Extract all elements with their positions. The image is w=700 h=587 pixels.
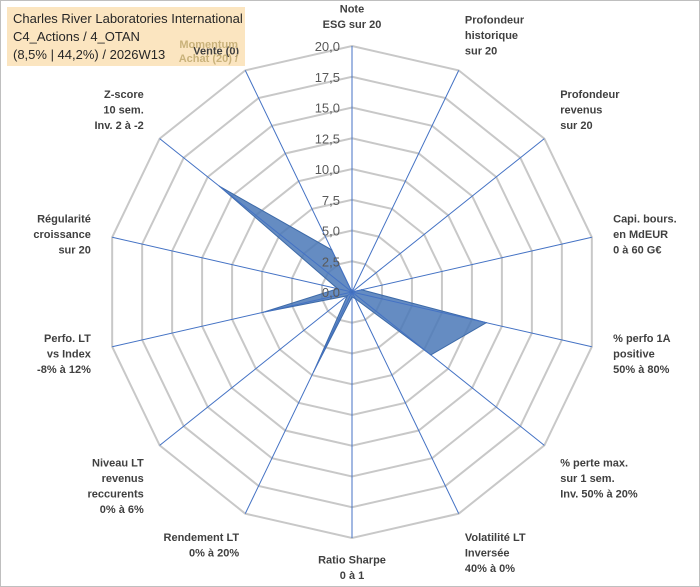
axis-spoke — [244, 70, 353, 293]
data-point — [354, 298, 356, 300]
data-point — [346, 295, 348, 297]
tick-label: 12,5 — [315, 131, 340, 146]
chart-title-line-3: (8,5% | 44,2%) / 2026W13 — [13, 47, 166, 62]
tick-label: 20,0 — [315, 39, 340, 54]
axis-spoke — [351, 291, 460, 514]
axis-label: Volatilité LT Inversée 40% à 0% — [465, 532, 526, 575]
axis-spoke — [351, 70, 460, 293]
chart-title-line-2: C4_Actions / 4_OTAN — [13, 29, 140, 44]
axis-label: Régularité croissance sur 20 — [33, 214, 90, 257]
data-point — [331, 249, 333, 251]
axis-spoke — [159, 291, 353, 446]
data-point — [351, 296, 353, 298]
tick-label: 5,0 — [322, 224, 340, 239]
axis-spoke — [112, 236, 353, 293]
tick-label: 10,0 — [315, 162, 340, 177]
axis-label: Ratio Sharpe 0 à 1 — [318, 555, 386, 583]
axis-spoke — [159, 138, 353, 293]
data-point — [313, 371, 315, 373]
axis-label: Note ESG sur 20 — [323, 4, 382, 32]
tick-label: 15,0 — [315, 101, 340, 116]
tick-label: 7,5 — [322, 193, 340, 208]
axis-spoke — [244, 291, 353, 514]
tick-label: 2,5 — [322, 254, 340, 269]
axis-label: Vente (0) — [193, 46, 239, 58]
axis-label: % perte max. sur 1 sem. Inv. 50% à 20% — [560, 458, 638, 501]
axis-spoke — [351, 236, 592, 293]
data-point — [262, 311, 264, 313]
axis-label: Niveau LT revenus reccurents 0% à 6% — [88, 458, 145, 517]
axis-label: Z-score 10 sem. Inv. 2 à -2 — [94, 89, 143, 132]
data-point — [351, 291, 353, 293]
axis-spoke — [112, 291, 353, 348]
axis-label: Profondeur historique sur 20 — [465, 15, 525, 58]
axis-spoke — [351, 291, 592, 348]
tick-label: 0,0 — [322, 285, 340, 300]
chart-title-line-1: Charles River Laboratories International — [13, 11, 243, 26]
axis-label: Profondeur revenus sur 20 — [560, 89, 620, 132]
data-point — [485, 322, 487, 324]
axis-label: Capi. bours. en MdEUR 0 à 60 G€ — [613, 214, 677, 257]
axis-label: Rendement LT 0% à 20% — [164, 532, 240, 560]
axis-label: % perfo 1A positive 50% à 80% — [613, 333, 671, 376]
axis-spoke — [351, 291, 545, 446]
tick-label: 17,5 — [315, 70, 340, 85]
data-point — [430, 354, 432, 356]
data-point — [361, 289, 363, 291]
axis-label: Perfo. LT vs Index -8% à 12% — [37, 333, 92, 376]
chart-title-box: Charles River Laboratories International… — [7, 7, 245, 66]
data-point — [337, 288, 339, 290]
momentum-label: Momentum Achat (20) / — [179, 39, 239, 65]
axis-spoke — [351, 138, 545, 293]
data-point — [218, 185, 220, 187]
